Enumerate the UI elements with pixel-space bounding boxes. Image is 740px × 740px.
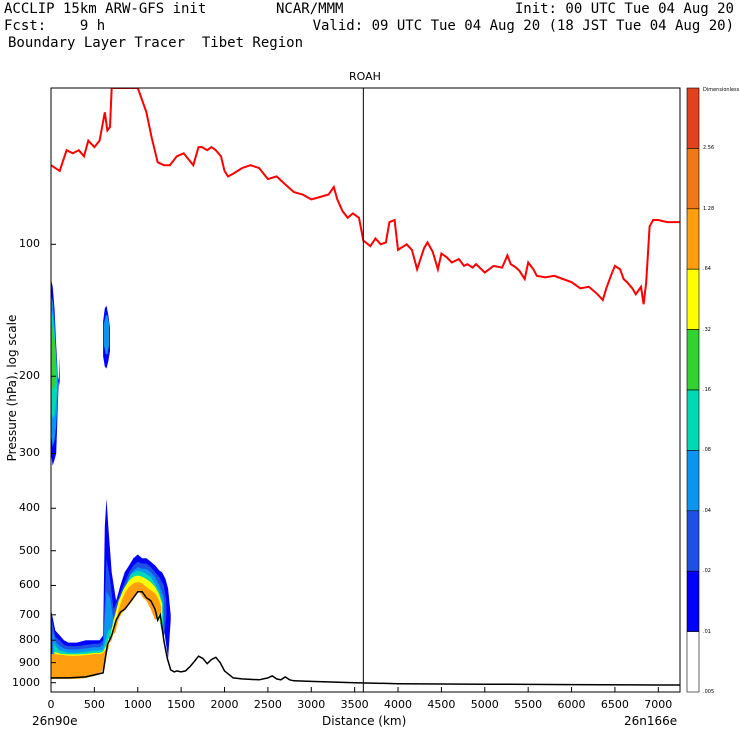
tropopause-line	[51, 88, 680, 305]
x-tick-label: 5000	[470, 698, 499, 711]
header-line3-left: Boundary Layer Tracer Tibet Region	[8, 35, 304, 51]
header-line1-right: Init: 00 UTC Tue 04 Aug 20	[514, 1, 734, 17]
colorbar-label: .04	[703, 507, 711, 514]
tracer-band-9	[51, 321, 57, 391]
colorbar-cell-7	[686, 510, 700, 572]
y-tick-label: 1000	[12, 675, 40, 689]
colorbar-cell-1	[686, 148, 700, 210]
series-lines	[51, 88, 680, 686]
colorbar-label: .02	[703, 568, 711, 575]
y-tick-label: 500	[19, 543, 40, 557]
colorbar-cell-4	[686, 329, 700, 391]
tracer-bands	[51, 279, 171, 679]
colorbar-label: .64	[703, 266, 711, 273]
colorbar-cell-6	[686, 450, 700, 512]
x-tick-label: 2000	[210, 698, 239, 711]
x-tick-label: 4500	[427, 698, 456, 711]
x-tick-label: 6500	[600, 698, 629, 711]
plot-frame	[50, 87, 681, 693]
header-line1-mid: NCAR/MMM	[276, 1, 344, 17]
x-tick-label: 5500	[514, 698, 543, 711]
chart-title: ROAH	[349, 70, 381, 83]
colorbar-cell-8	[686, 570, 700, 632]
x-tick-label: 7000	[644, 698, 673, 711]
x-right-label: 26n166e	[624, 714, 678, 728]
x-tick-label: 1000	[123, 698, 152, 711]
colorbar-cell-2	[686, 208, 700, 270]
colorbar-cell-9	[686, 631, 700, 693]
y-axis-label: Pressure (hPa), log scale	[5, 314, 19, 462]
x-left-label: 26n90e	[32, 714, 78, 728]
header-line2-right: Valid: 09 UTC Tue 04 Aug 20 (18 JST Tue …	[312, 18, 734, 34]
x-tick-label: 1500	[167, 698, 196, 711]
colorbar	[686, 87, 700, 693]
colorbar-label: .16	[703, 387, 711, 393]
colorbar-cell-3	[686, 268, 700, 330]
x-tick-label: 3000	[297, 698, 326, 711]
colorbar-cell-0	[686, 87, 700, 149]
y-tick-label: 100	[19, 237, 40, 251]
x-tick-label: 0	[47, 698, 55, 711]
axis-ticks	[50, 243, 659, 692]
colorbar-cell-5	[686, 389, 700, 451]
x-tick-label: 500	[83, 698, 105, 711]
y-tick-label: 600	[19, 578, 40, 592]
y-tick-label: 800	[19, 633, 40, 647]
y-tick-label: 700	[19, 607, 40, 621]
colorbar-label: .32	[703, 326, 711, 333]
x-axis-label: Distance (km)	[322, 714, 407, 728]
tracer-band-5	[51, 582, 162, 679]
colorbar-label: .005	[703, 689, 715, 695]
colorbar-label: .01	[703, 628, 711, 635]
x-tick-label: 4000	[384, 698, 413, 711]
colorbar-label: .08	[703, 447, 711, 454]
header-line2-left: Fcst: 9 h	[4, 18, 106, 34]
tracer-band-2	[52, 567, 164, 679]
y-tick-label: 900	[19, 655, 40, 669]
terrain-line	[51, 590, 680, 686]
colorbar-label: 1.28	[703, 205, 715, 212]
y-tick-label: 200	[19, 369, 40, 383]
y-tick-label: 400	[19, 501, 40, 515]
header-line1-left: ACCLIP 15km ARW-GFS init	[4, 1, 207, 17]
x-tick-label: 6000	[557, 698, 586, 711]
y-tick-label: 300	[19, 446, 40, 460]
tracer-band-11	[103, 315, 110, 355]
x-tick-label: 3500	[340, 698, 369, 711]
x-tick-label: 2500	[253, 698, 282, 711]
colorbar-unit: Dimensionless	[703, 87, 740, 93]
colorbar-label: 2.56	[703, 145, 715, 152]
